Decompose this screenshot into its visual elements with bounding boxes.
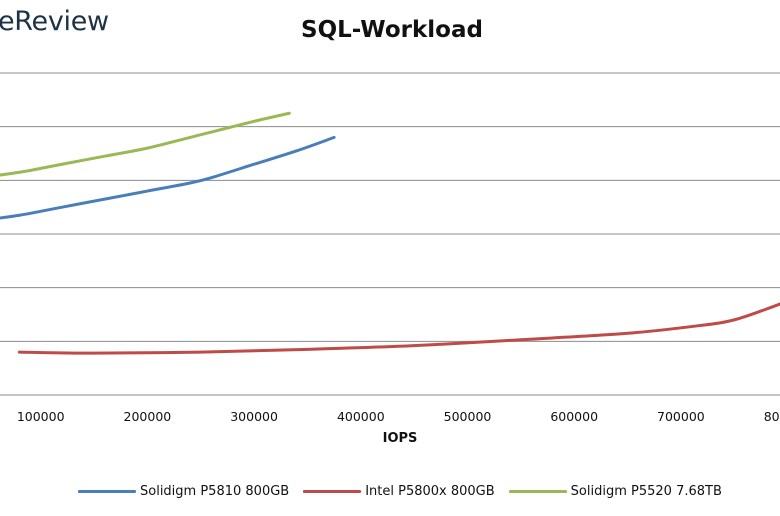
chart-title: SQL-Workload xyxy=(301,17,483,43)
x-tick-label: 300000 xyxy=(230,409,278,424)
logo-text: eReview xyxy=(0,6,109,37)
x-tick-labels: 100000 200000 300000 400000 500000 600000 7000… xyxy=(17,409,780,424)
series-lines xyxy=(0,111,780,355)
x-tick-label: 200000 xyxy=(124,409,172,424)
legend-swatch-p5520 xyxy=(508,489,567,493)
x-tick-label: 100000 xyxy=(17,409,65,424)
legend-label-p5810: Solidigm P5810 800GB xyxy=(140,483,290,499)
x-tick-label: 800000 xyxy=(764,409,780,424)
series-line-2 xyxy=(0,111,291,177)
legend-label-p5800x: Intel P5800x 800GB xyxy=(365,483,495,499)
series-line-1 xyxy=(17,302,780,355)
gridlines xyxy=(0,72,780,396)
x-tick-label: 700000 xyxy=(657,409,705,424)
legend-swatch-p5800x xyxy=(303,489,362,493)
legend-label-p5520: Solidigm P5520 7.68TB xyxy=(570,483,722,499)
legend-item-p5520: Solidigm P5520 7.68TB xyxy=(508,483,722,499)
x-tick-label: 600000 xyxy=(550,409,598,424)
x-tick-label: 500000 xyxy=(444,409,492,424)
x-tick-label: 400000 xyxy=(337,409,385,424)
x-axis-label: IOPS xyxy=(382,431,418,446)
legend-item-p5800x: Intel P5800x 800GB xyxy=(303,483,495,499)
series-line-0 xyxy=(0,135,336,220)
legend-item-p5810: Solidigm P5810 800GB xyxy=(78,484,289,499)
legend: Solidigm P5810 800GB Intel P5800x 800GB … xyxy=(78,481,736,501)
legend-swatch-p5810 xyxy=(78,489,136,493)
